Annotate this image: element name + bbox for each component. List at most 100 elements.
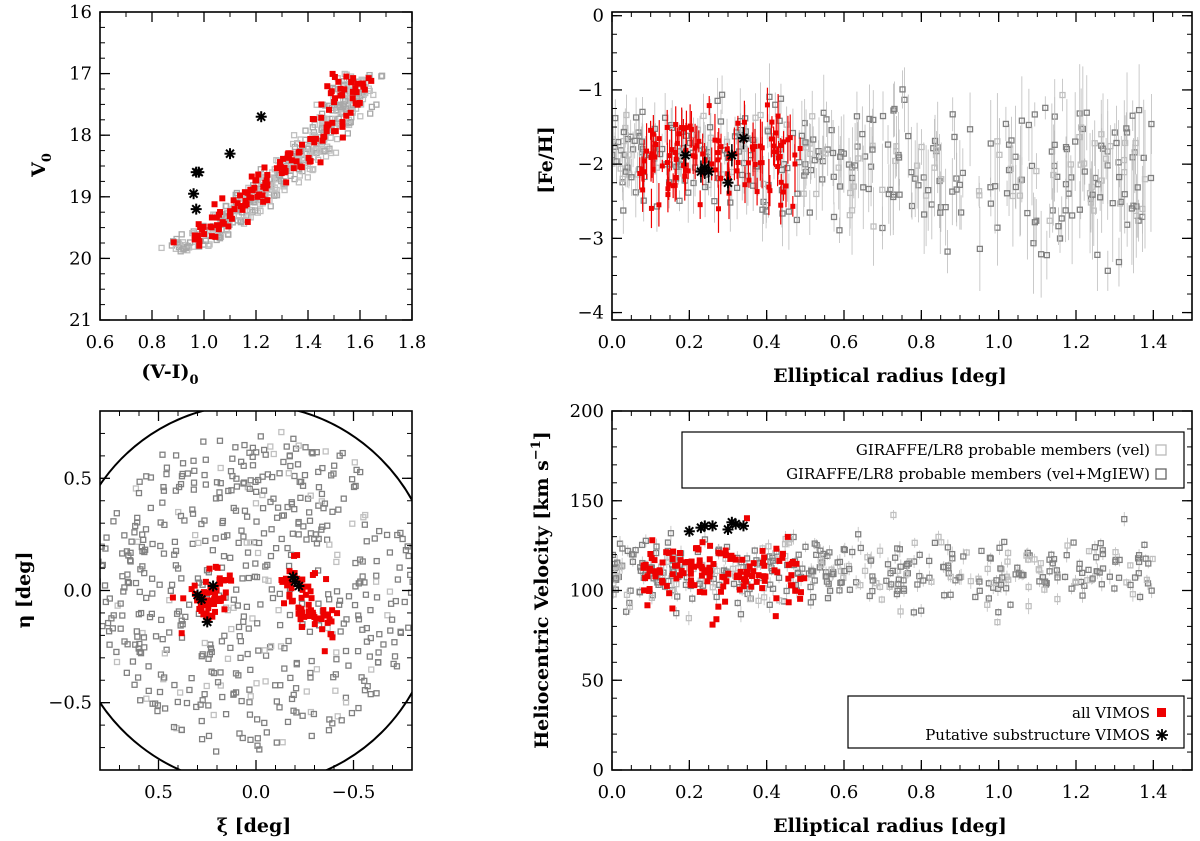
vel-vimos-point xyxy=(722,598,729,605)
sky-vimos-point xyxy=(310,612,317,619)
sky-giraffe-point xyxy=(253,518,260,525)
cmd-vimos-point xyxy=(196,242,203,249)
vel-giraffe-point xyxy=(622,608,630,615)
feh-giraffe-point xyxy=(811,157,818,164)
cmd-vimos-point xyxy=(329,119,336,126)
cmd-vimos-point xyxy=(349,88,356,95)
cmd-xlabel: (V-I)0 xyxy=(141,361,198,388)
feh-vimos-point xyxy=(673,175,679,181)
vel-vimos-point xyxy=(691,563,698,570)
vel-giraffe-point xyxy=(1064,542,1071,549)
vel-giraffe-point xyxy=(1121,515,1128,523)
sky-giraffe-point xyxy=(251,573,259,580)
sky-giraffe-point xyxy=(261,576,269,583)
feh-giraffe-point xyxy=(760,180,767,188)
vel-giraffe-point xyxy=(920,577,927,584)
feh-giraffe-point xyxy=(1025,121,1033,129)
feh-vimos-point xyxy=(778,202,784,208)
vel-vimos-point xyxy=(676,572,683,579)
vel-vimos-point xyxy=(706,564,713,571)
vel-giraffe-point xyxy=(1037,560,1044,567)
sky-giraffe-point xyxy=(145,663,152,670)
sky-giraffe-point xyxy=(156,581,163,588)
sky-vimos-point xyxy=(206,600,213,607)
feh-giraffe-point xyxy=(1028,162,1036,170)
sky-giraffe-point xyxy=(262,563,269,570)
sky-vimos-point xyxy=(291,570,298,577)
vel-giraffe-point xyxy=(894,545,901,552)
feh-vimos-point xyxy=(759,160,765,166)
vel-vimos-point xyxy=(670,548,677,555)
sky-giraffe-point xyxy=(240,533,247,540)
sky-vimos-point xyxy=(311,570,318,577)
sky-giraffe-point xyxy=(355,612,362,619)
sky-vimos-point xyxy=(322,612,329,619)
vel-giraffe-point xyxy=(822,573,829,580)
sky-giraffe-point xyxy=(366,653,373,660)
vel-giraffe-point xyxy=(960,553,967,560)
vel-giraffe-point xyxy=(737,611,745,618)
vel-giraffe-point xyxy=(811,540,818,547)
vel-giraffe-point xyxy=(903,571,910,578)
sky-giraffe-point xyxy=(391,653,399,660)
feh-xtick-label: 1.4 xyxy=(1139,332,1168,353)
sky-vimos-point xyxy=(221,606,228,613)
sky-giraffe-point xyxy=(247,666,254,674)
feh-giraffe-point xyxy=(1017,177,1024,184)
sky-giraffe-point xyxy=(322,448,329,455)
sky-giraffe-point xyxy=(330,674,337,681)
sky-giraffe-point xyxy=(119,573,126,580)
cmd-vimos-point xyxy=(242,202,249,209)
feh-giraffe-point xyxy=(925,187,932,194)
sky-vimos-point xyxy=(191,582,198,589)
vel-vimos-point xyxy=(788,572,795,579)
sky-vimos-point xyxy=(302,591,309,598)
sky-giraffe-point xyxy=(159,499,166,506)
vel-vimos-point xyxy=(671,562,678,569)
feh-giraffe-point xyxy=(638,138,646,145)
sky-giraffe-point xyxy=(249,462,257,469)
vel-substructure-point xyxy=(737,520,749,532)
vel-vimos-point xyxy=(742,576,749,583)
feh-giraffe-point xyxy=(1135,106,1143,114)
cmd-vimos-point xyxy=(368,77,375,84)
sky-giraffe-point xyxy=(240,480,247,487)
sky-giraffe-point xyxy=(236,633,243,640)
vel-giraffe-point xyxy=(984,565,991,573)
vel-giraffe-point xyxy=(766,601,773,608)
cmd-giraffe-point xyxy=(332,149,340,156)
feh-giraffe-point xyxy=(1115,173,1123,181)
sky-giraffe-point xyxy=(249,444,257,452)
vel-giraffe-point xyxy=(824,595,832,602)
feh-giraffe-point xyxy=(1051,141,1058,148)
vel-vimos-point xyxy=(789,582,796,589)
sky-vimos-point xyxy=(207,584,214,591)
feh-vimos-point xyxy=(715,157,721,163)
feh-giraffe-point xyxy=(966,126,974,133)
cmd-vimos-point xyxy=(212,233,219,240)
sky-vimos-point xyxy=(334,610,341,617)
sky-giraffe-point xyxy=(199,697,206,704)
feh-giraffe-point xyxy=(1123,129,1131,136)
feh-giraffe-point xyxy=(953,186,960,193)
sky-giraffe-point xyxy=(178,617,185,624)
vel-vimos-point xyxy=(663,582,670,589)
feh-xtick-label: 0.2 xyxy=(675,332,704,353)
vel-giraffe-point xyxy=(876,583,884,591)
sky-giraffe-point xyxy=(280,512,287,519)
sky-giraffe-point xyxy=(252,560,259,567)
feh-vimos-point xyxy=(697,202,703,208)
sky-giraffe-point xyxy=(288,695,296,703)
sky-giraffe-point xyxy=(290,691,297,699)
sky-giraffe-point xyxy=(267,443,274,450)
feh-giraffe-point xyxy=(780,161,787,168)
sky-giraffe-point xyxy=(306,628,314,635)
feh-vimos-point xyxy=(667,153,673,159)
sky-giraffe-point xyxy=(230,504,237,512)
vel-vimos-point xyxy=(669,555,676,562)
cmd-vimos-point xyxy=(297,163,304,170)
cmd-vimos-point xyxy=(343,112,350,119)
vel-vimos-point xyxy=(651,568,658,575)
sky-giraffe-point xyxy=(186,686,193,694)
feh-giraffe-point xyxy=(1077,124,1085,131)
